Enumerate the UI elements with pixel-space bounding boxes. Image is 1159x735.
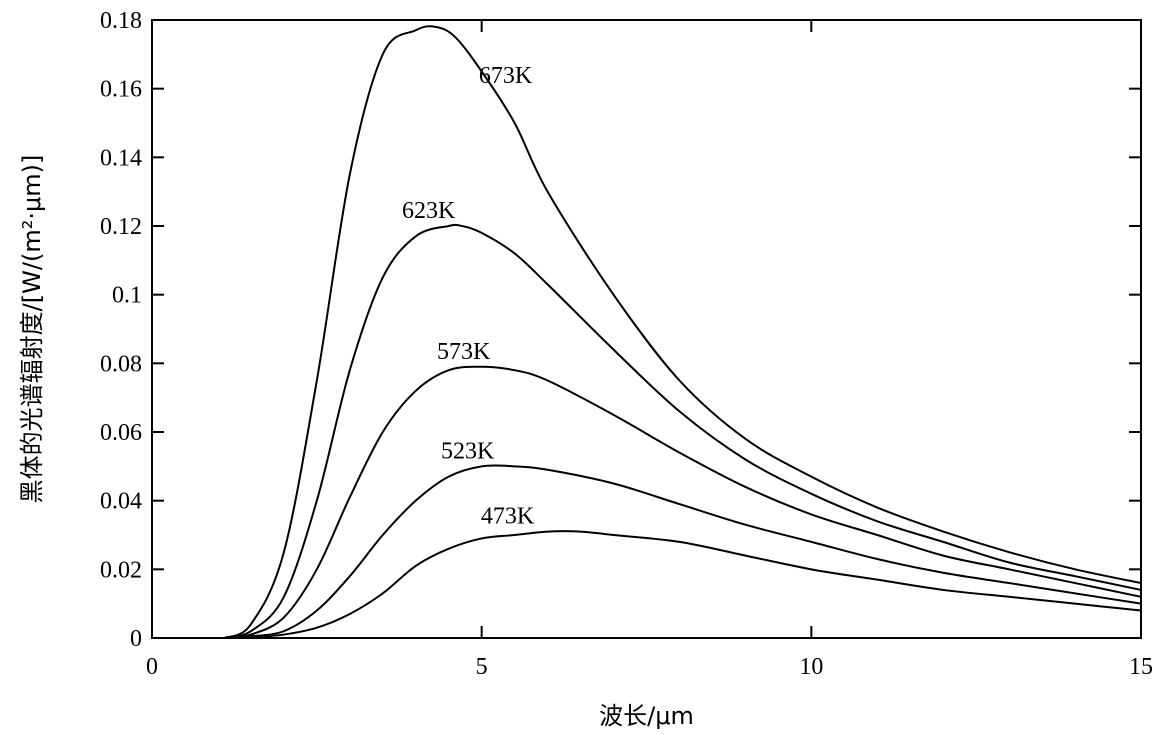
x-axis-ticks: 0 5 10 15 [146, 20, 1153, 680]
series-curves [224, 25, 1142, 639]
x-tick-label: 15 [1129, 654, 1153, 680]
y-tick-label: 0.04 [100, 489, 142, 515]
y-tick-label: 0.12 [100, 214, 142, 240]
y-axis-label: 黑体的光谱辐射度/[W/(m²·μm)] [18, 155, 46, 504]
series-label-573K: 573K [437, 339, 491, 365]
y-tick-label: 0.16 [100, 77, 142, 103]
x-tick-label: 0 [146, 654, 158, 680]
plot-frame [151, 19, 1142, 639]
y-axis-ticks: 0 0.02 0.04 0.06 0.08 0.1 0.12 0.14 0.16 0.18 [100, 8, 1141, 652]
series-label-673K: 673K [479, 63, 533, 89]
series-line-623K [224, 223, 1142, 639]
x-tick-label: 5 [476, 654, 488, 680]
y-tick-label: 0.1 [112, 283, 142, 309]
series-labels: 673K 623K 573K 523K 473K [402, 63, 535, 530]
y-tick-label: 0.08 [100, 351, 142, 377]
series-line-673K [224, 25, 1142, 639]
series-label-473K: 473K [481, 504, 535, 530]
series-line-473K [224, 530, 1142, 639]
series-line-573K [224, 365, 1142, 639]
y-tick-label: 0.14 [100, 145, 142, 171]
y-tick-label: 0 [130, 626, 142, 652]
series-label-623K: 623K [402, 198, 456, 224]
series-line-523K [224, 464, 1142, 639]
x-tick-label: 10 [799, 654, 823, 680]
y-tick-label: 0.06 [100, 420, 142, 446]
y-tick-label: 0.02 [100, 557, 142, 583]
series-label-523K: 523K [441, 438, 495, 464]
x-axis-label: 波长/μm [599, 702, 694, 730]
y-tick-label: 0.18 [100, 8, 142, 34]
